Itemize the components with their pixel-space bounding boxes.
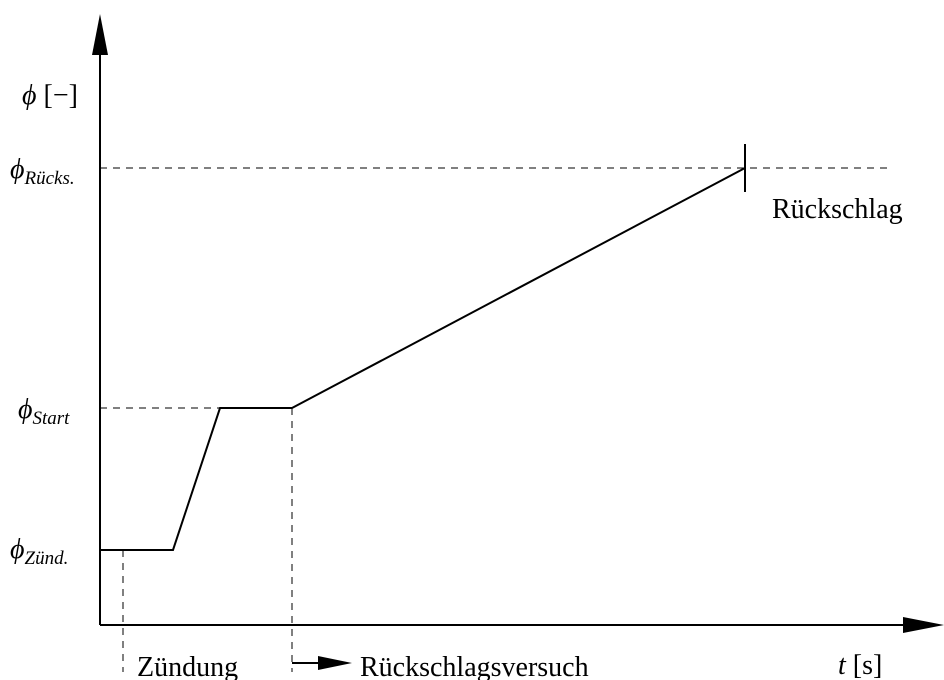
subscript: Start — [33, 408, 71, 429]
symbol: ϕ — [10, 534, 25, 565]
x-arrow — [903, 617, 944, 633]
subscript: Zünd. — [25, 548, 69, 569]
attempt-arrowhead — [318, 656, 352, 670]
guides — [100, 167, 890, 672]
y-arrow — [92, 14, 108, 55]
ignition-label: Zündung — [137, 652, 238, 680]
level-label: ϕZünd. — [10, 534, 68, 569]
x-axis-label: t [s] — [838, 650, 882, 680]
attempt-label: Rückschlagsversuch — [360, 652, 589, 680]
symbol: ϕ — [22, 80, 37, 111]
curve — [100, 167, 746, 551]
subscript: Rücks. — [24, 168, 75, 189]
unit: [s] — [853, 650, 883, 680]
y-axis-label: ϕ [−] — [22, 80, 78, 111]
symbol: ϕ — [18, 394, 33, 425]
symbol: t — [838, 650, 847, 680]
symbol: ϕ — [10, 154, 25, 185]
level-label: ϕRücks. — [10, 154, 75, 189]
axes — [99, 50, 910, 626]
flashback-label: Rückschlag — [772, 194, 903, 225]
level-label: ϕStart — [18, 394, 70, 429]
unit: [−] — [44, 80, 78, 111]
